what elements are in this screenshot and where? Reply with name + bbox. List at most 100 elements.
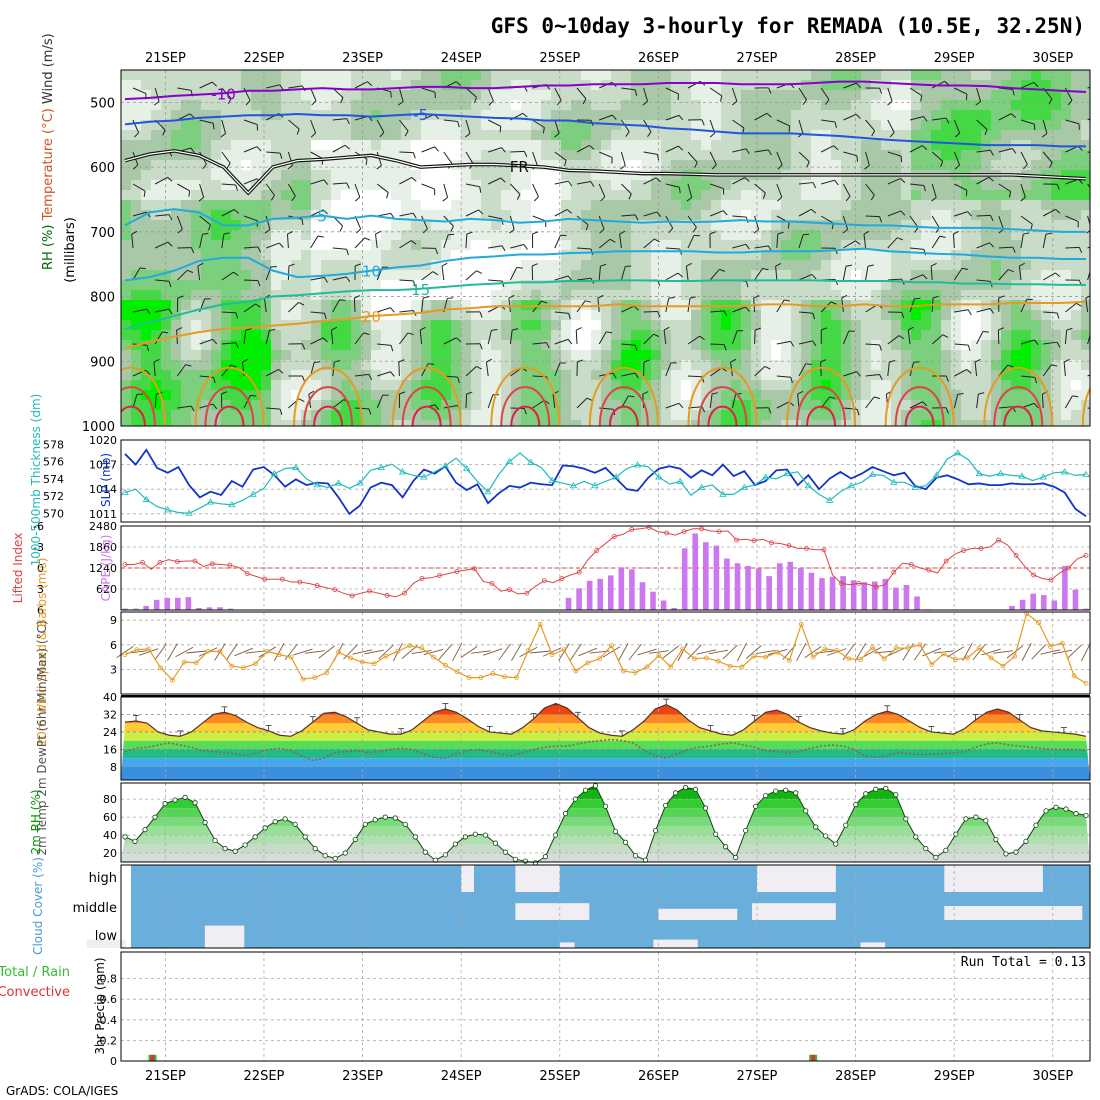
rh-cell [351, 260, 361, 270]
rh-cell [741, 160, 751, 170]
rh-cell [921, 90, 931, 100]
wind-barb [487, 177, 502, 185]
wind-barb [812, 340, 817, 347]
rh-cell [261, 240, 271, 250]
rh-cell [811, 260, 821, 270]
rh-cell [1051, 270, 1061, 280]
rh-cell [1071, 390, 1081, 400]
wind-barb [168, 281, 172, 288]
rh-cell [591, 140, 601, 150]
wind-barb [887, 100, 893, 106]
rh-cell [141, 400, 151, 410]
wind-barb [421, 183, 435, 190]
wind-barb [974, 362, 978, 377]
rh-cell [381, 380, 391, 390]
rh-cell [351, 290, 361, 300]
wind-barb [221, 234, 225, 249]
wind-barb [842, 215, 849, 230]
rh-cell [171, 120, 181, 130]
rh-cell [291, 80, 301, 90]
rh-cell [321, 330, 331, 340]
rh-cell [791, 290, 801, 300]
rh-cell [721, 240, 731, 250]
wind-barb [863, 230, 870, 235]
rh-cell [681, 120, 691, 130]
rh-cell [211, 380, 221, 390]
li-point [227, 562, 233, 568]
rh-cell [1041, 100, 1051, 110]
date-label-bottom: 26SEP [638, 1069, 679, 1084]
wind-barb [376, 119, 385, 133]
wind-barb [523, 244, 528, 250]
rh-cell [1071, 220, 1081, 230]
rh-cell [721, 200, 731, 210]
rh-cell [521, 290, 531, 300]
cape-bar [576, 588, 582, 610]
wind-barb-10m [438, 644, 453, 660]
wind-barb [546, 342, 550, 349]
rh-cell [801, 80, 811, 90]
rh-cell [1061, 340, 1071, 350]
rh-cell [221, 130, 231, 140]
rh-cell [321, 100, 331, 110]
wind-barb [920, 95, 923, 102]
rh-cell [781, 130, 791, 140]
rh-cell [1031, 90, 1041, 100]
rh-cell [491, 210, 501, 220]
rh-cell [761, 110, 771, 120]
rh-cell [841, 310, 851, 320]
rh-cell [901, 160, 911, 170]
rh-cell [671, 390, 681, 400]
rh-cell [611, 230, 621, 240]
rh-cell [591, 190, 601, 200]
rh-cell [1061, 150, 1071, 160]
rh-cell [471, 420, 481, 426]
rh-cell [271, 410, 281, 420]
rh-cell [781, 210, 791, 220]
rh-cell [241, 340, 251, 350]
rh-cell [481, 340, 491, 350]
rh-cell [451, 300, 461, 310]
rh-point [963, 816, 969, 822]
rh-cell [341, 270, 351, 280]
cape-bar [724, 558, 730, 610]
rh-cell [701, 310, 711, 320]
rh-cell [541, 110, 551, 120]
rh-cell [341, 380, 351, 390]
rh-cell [201, 270, 211, 280]
wind-barb [1091, 330, 1097, 331]
slp-tick: 1020 [89, 434, 117, 447]
rh-cell [901, 370, 911, 380]
rh-cell [1021, 350, 1031, 360]
wind-barb [1063, 362, 1066, 377]
rh-cell [831, 190, 841, 200]
rh-cell [421, 300, 431, 310]
rh-cell [351, 300, 361, 310]
rh-cell [511, 340, 521, 350]
rh-cell [521, 270, 531, 280]
wind-barb [900, 210, 906, 216]
rh-cell [131, 170, 141, 180]
rh-cell [211, 120, 221, 130]
rh-cell [281, 120, 291, 130]
thickness-point [398, 468, 407, 475]
wind-barb [709, 87, 723, 97]
rh-cell [721, 110, 731, 120]
rh-cell [151, 220, 161, 230]
thickness-point [655, 473, 663, 480]
rh-cell [901, 330, 911, 340]
rh-cell [771, 120, 781, 130]
rh-cell [761, 350, 771, 360]
wind-barb [465, 183, 480, 188]
rh-cell [261, 130, 271, 140]
rh-cell [351, 330, 361, 340]
rh-cell [131, 150, 141, 160]
rh-cell [121, 150, 131, 160]
rh-cell [561, 210, 571, 220]
rh-cell [311, 250, 321, 260]
rh-point [212, 837, 218, 844]
wind-barb [887, 178, 901, 185]
rh-cell [471, 390, 481, 400]
cape-bar [703, 542, 709, 610]
rh-cell [541, 270, 551, 280]
